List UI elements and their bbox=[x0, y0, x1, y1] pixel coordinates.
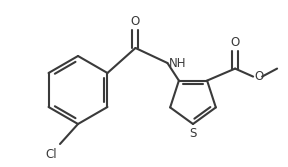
Text: O: O bbox=[131, 15, 140, 28]
Text: S: S bbox=[189, 127, 197, 140]
Text: NH: NH bbox=[168, 56, 186, 69]
Text: Cl: Cl bbox=[46, 148, 57, 161]
Text: O: O bbox=[230, 36, 240, 49]
Text: O: O bbox=[254, 70, 263, 83]
